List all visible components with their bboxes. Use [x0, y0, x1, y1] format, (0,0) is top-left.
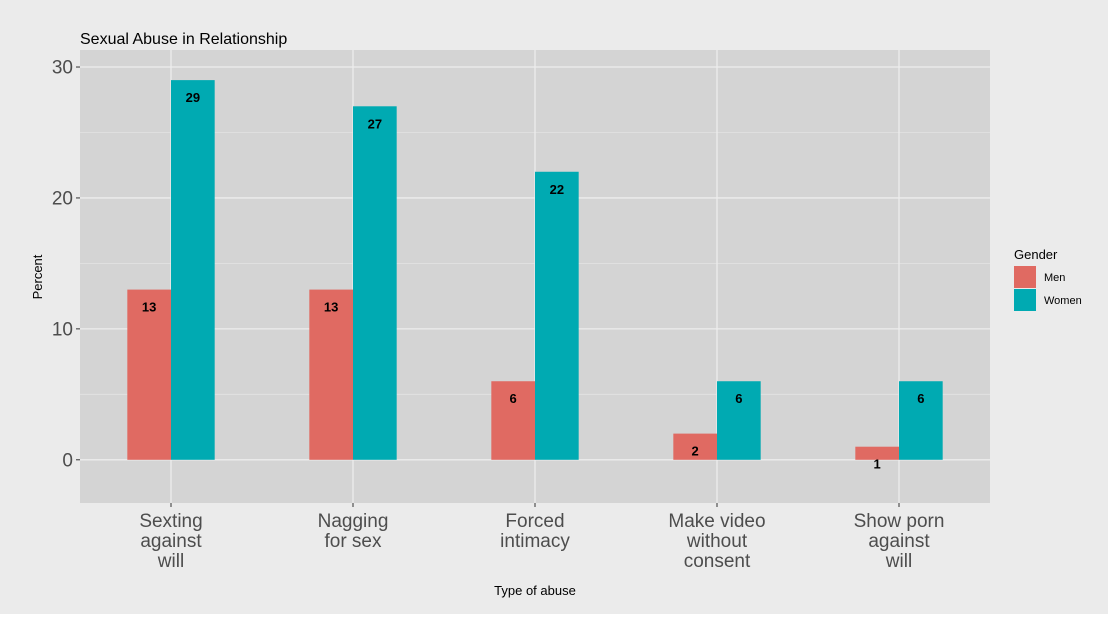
bar-men: [309, 289, 353, 460]
data-label: 13: [324, 300, 338, 315]
y-tick-label: 0: [62, 450, 73, 471]
data-label: 6: [917, 391, 924, 406]
y-tick-label: 30: [52, 58, 73, 79]
y-tick-label: 20: [52, 188, 73, 209]
legend-label: Men: [1044, 272, 1065, 284]
data-labels: 13 13 6 2 1 29 27 22 6 6: [142, 90, 925, 472]
bar-women: [353, 106, 397, 460]
legend-label: Women: [1044, 295, 1082, 307]
data-label: 6: [510, 391, 517, 406]
legend-title: Gender: [1014, 247, 1058, 262]
x-tick-label: Make video without consent: [668, 511, 765, 572]
x-tick-label: Show porn against will: [854, 511, 945, 572]
data-label: 1: [874, 457, 881, 472]
data-label: 13: [142, 300, 156, 315]
x-axis-title: Type of abuse: [494, 583, 576, 598]
bar-men: [491, 381, 535, 460]
x-tick-label: Sexting against will: [139, 511, 202, 572]
bar-men: [673, 433, 717, 460]
y-axis: 0 10 20 30: [52, 58, 80, 471]
chart-title: Sexual Abuse in Relationship: [80, 31, 287, 48]
bar-men: [127, 289, 171, 460]
legend: Gender Men Women: [1014, 247, 1082, 311]
data-label: 27: [368, 116, 382, 131]
y-tick-label: 10: [52, 319, 73, 340]
legend-key-women: [1014, 289, 1036, 311]
bars: [127, 80, 943, 460]
data-label: 22: [550, 182, 564, 197]
bar-men: [855, 446, 899, 460]
x-axis: Sexting against will Nagging for sex Forced in…: [139, 503, 944, 572]
bar-women: [535, 171, 579, 460]
x-tick-label: Nagging for sex: [318, 511, 389, 552]
y-axis-title: Percent: [30, 254, 45, 299]
data-label: 29: [186, 90, 200, 105]
data-label: 6: [735, 391, 742, 406]
bar-women: [717, 381, 761, 460]
x-tick-label: Forced intimacy: [500, 511, 570, 552]
legend-key-men: [1014, 266, 1036, 288]
data-label: 2: [692, 444, 699, 459]
bar-women: [171, 80, 215, 460]
bar-women: [899, 381, 943, 460]
